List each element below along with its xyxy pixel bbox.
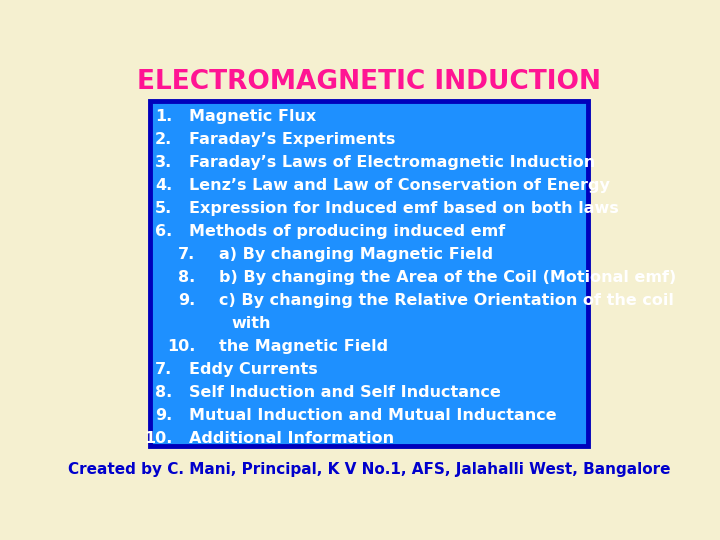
Text: Self Induction and Self Inductance: Self Induction and Self Inductance [189,385,501,400]
Text: Additional Information: Additional Information [189,431,395,445]
Text: Expression for Induced emf based on both laws: Expression for Induced emf based on both… [189,201,619,216]
Text: 1.: 1. [155,109,172,124]
Text: with: with [232,316,271,331]
Text: Methods of producing induced emf: Methods of producing induced emf [189,224,505,239]
Text: 2.: 2. [155,132,172,147]
Text: c) By changing the Relative Orientation of the coil: c) By changing the Relative Orientation … [219,293,673,308]
FancyBboxPatch shape [150,101,588,446]
Text: Eddy Currents: Eddy Currents [189,362,318,377]
Text: Created by C. Mani, Principal, K V No.1, AFS, Jalahalli West, Bangalore: Created by C. Mani, Principal, K V No.1,… [68,462,670,477]
Text: Faraday’s Experiments: Faraday’s Experiments [189,132,395,147]
Text: Faraday’s Laws of Electromagnetic Induction: Faraday’s Laws of Electromagnetic Induct… [189,155,595,170]
Text: 5.: 5. [155,201,172,216]
Text: a) By changing Magnetic Field: a) By changing Magnetic Field [219,247,492,262]
Text: 9.: 9. [155,408,172,423]
Text: 9.: 9. [178,293,195,308]
Text: ELECTROMAGNETIC INDUCTION: ELECTROMAGNETIC INDUCTION [137,69,601,94]
Text: 8.: 8. [178,270,195,285]
Text: 10.: 10. [167,339,195,354]
Text: 10.: 10. [144,431,172,445]
Text: the Magnetic Field: the Magnetic Field [219,339,388,354]
Text: Mutual Induction and Mutual Inductance: Mutual Induction and Mutual Inductance [189,408,557,423]
Text: Lenz’s Law and Law of Conservation of Energy: Lenz’s Law and Law of Conservation of En… [189,178,610,193]
Text: 7.: 7. [155,362,172,377]
Text: b) By changing the Area of the Coil (Motional emf): b) By changing the Area of the Coil (Mot… [219,270,676,285]
Text: Magnetic Flux: Magnetic Flux [189,109,317,124]
Text: 4.: 4. [155,178,172,193]
Text: 8.: 8. [155,385,172,400]
Text: 6.: 6. [155,224,172,239]
Text: 3.: 3. [155,155,172,170]
Text: 7.: 7. [178,247,195,262]
